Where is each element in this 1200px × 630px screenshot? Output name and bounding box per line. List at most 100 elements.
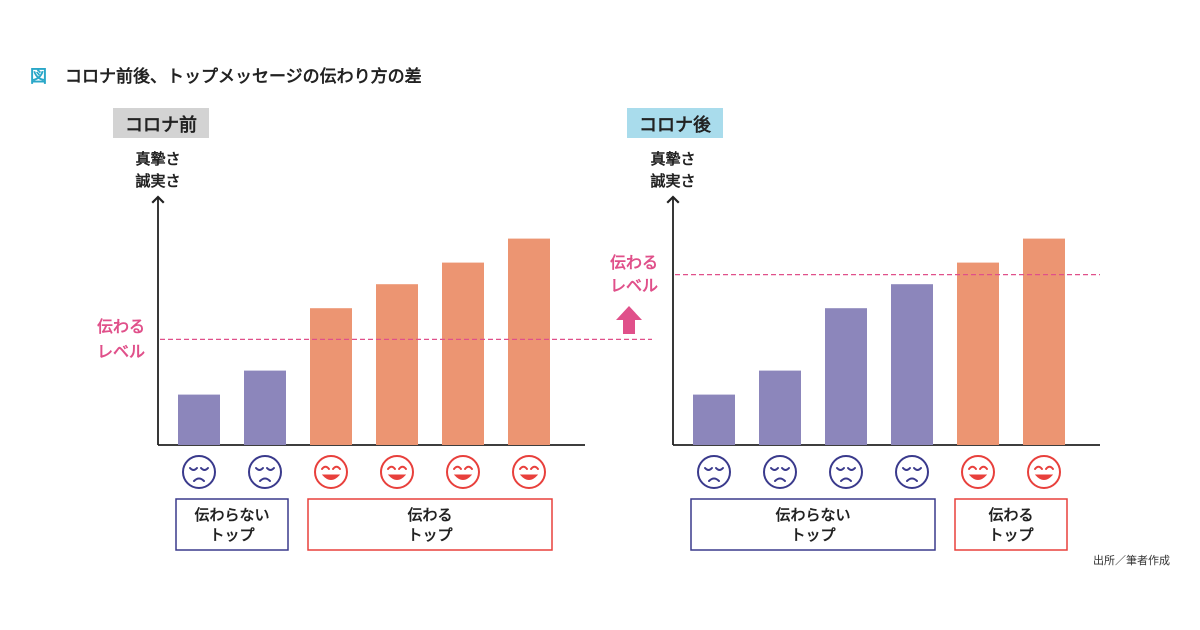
panel-2-face-2-sad	[763, 455, 797, 489]
panel-2-face-3-sad-mouth	[840, 477, 852, 482]
figure-prefix: 図	[30, 67, 47, 87]
panel-2-face-3-sad-outline	[829, 455, 863, 489]
panel-1-face-1-sad-eye-left	[189, 467, 198, 471]
panel-1-face-3-happy	[314, 455, 348, 489]
panel-1-face-4-happy	[380, 455, 414, 489]
panel-2-face-1-sad-eye-left	[704, 467, 713, 471]
panel-1-face-1-sad-mouth	[193, 477, 205, 482]
panel-2-face-6-happy-eye-left	[1034, 465, 1043, 470]
panel-1-face-6-happy-outline	[512, 455, 546, 489]
panel-2-threshold-label-line-2: レベル	[610, 276, 658, 295]
panel-2-face-3-sad-eye-left	[836, 467, 845, 471]
panel-2-threshold-label-line-1: 伝わる	[610, 253, 658, 272]
panel-1-face-1-sad-eye-right	[200, 467, 209, 471]
panel-1-face-5-happy-eye-left	[453, 465, 462, 470]
panel-2-group-label-2-line-2: トップ	[988, 526, 1034, 544]
panel-2-face-5-happy-eye-left	[968, 465, 977, 470]
panel-1-face-2-sad	[248, 455, 282, 489]
panel-1-threshold-label-line-2: レベル	[97, 342, 145, 361]
panel-2-face-5-happy-mouth	[968, 474, 988, 480]
panel-1-label-bg	[113, 108, 209, 138]
panel-1-face-1-sad	[182, 455, 216, 489]
panel-2-face-4-sad	[895, 455, 929, 489]
panel-1-ylabel-line-1: 真摯さ	[135, 150, 180, 168]
panel-1-face-4-happy-eye-left	[387, 465, 396, 470]
panel-1-ylabel-line-2: 誠実さ	[135, 172, 180, 190]
panel-2-face-3-sad	[829, 455, 863, 489]
panel-1-face-2-sad-eye-right	[266, 467, 275, 471]
panel-1-face-6-happy-eye-left	[519, 465, 528, 470]
panel-2-group-box-1	[690, 498, 936, 551]
threshold-rise-arrow	[616, 306, 642, 334]
panel-1-face-6-happy-mouth	[519, 474, 539, 480]
panel-2-face-1-sad-eye-right	[715, 467, 724, 471]
panel-1-face-2-sad-eye-left	[255, 467, 264, 471]
panel-2-bar-4	[891, 284, 933, 445]
panel-2-group-box-2	[954, 498, 1068, 551]
panel-2-face-5-happy-outline	[961, 455, 995, 489]
panel-1-face-3-happy-mouth	[321, 474, 341, 480]
panel-2-label: コロナ後	[639, 114, 712, 136]
panel-2-bar-5	[957, 262, 999, 445]
panel-1-face-5-happy-mouth	[453, 474, 473, 480]
panel-2-face-2-sad-eye-right	[781, 467, 790, 471]
panel-2-face-5-happy-eye-right	[979, 465, 988, 470]
panel-1-bar-6	[508, 238, 550, 445]
panel-1-face-5-happy-eye-right	[464, 465, 473, 470]
panel-2-face-1-sad-outline	[697, 455, 731, 489]
panel-2-face-2-sad-outline	[763, 455, 797, 489]
panel-1-threshold-label-line-1: 伝わる	[97, 317, 145, 336]
panel-2-face-4-sad-mouth	[906, 477, 918, 482]
panel-2-face-1-sad-mouth	[708, 477, 720, 482]
panel-1-bar-3	[310, 308, 352, 445]
panel-1-bar-1	[178, 394, 220, 445]
panel-2-face-6-happy-eye-right	[1045, 465, 1054, 470]
panel-1-face-5-happy	[446, 455, 480, 489]
panel-2-face-6-happy-outline	[1027, 455, 1061, 489]
panel-2-bar-1	[693, 394, 735, 445]
panel-1-bar-5	[442, 262, 484, 445]
panel-1-face-2-sad-outline	[248, 455, 282, 489]
panel-2-group-label-2-line-1: 伝わる	[988, 506, 1033, 524]
panel-2-face-4-sad-outline	[895, 455, 929, 489]
panel-1-face-1-sad-outline	[182, 455, 216, 489]
panel-1-group-label-1-line-1: 伝わらない	[194, 506, 269, 524]
panel-2-face-1-sad	[697, 455, 731, 489]
panel-1-bar-2	[244, 370, 286, 445]
panel-1-face-6-happy-eye-right	[530, 465, 539, 470]
panel-1-face-5-happy-outline	[446, 455, 480, 489]
panel-1-group-box-2	[307, 498, 553, 551]
panel-2-group-label-1-line-1: 伝わらない	[775, 506, 850, 524]
figure-title: コロナ前後、トップメッセージの伝わり方の差	[65, 67, 422, 87]
panel-2-face-2-sad-mouth	[774, 477, 786, 482]
panel-1-face-6-happy	[512, 455, 546, 489]
panel-1-face-4-happy-mouth	[387, 474, 407, 480]
panel-1-face-3-happy-outline	[314, 455, 348, 489]
panel-2-face-2-sad-eye-left	[770, 467, 779, 471]
panel-2-ylabel-line-1: 真摯さ	[650, 150, 695, 168]
panel-1-group-box-1	[175, 498, 289, 551]
panel-2-face-3-sad-eye-right	[847, 467, 856, 471]
panel-2-label-bg	[627, 108, 723, 138]
panel-2-face-6-happy	[1027, 455, 1061, 489]
panel-1-group-label-1-line-2: トップ	[209, 526, 255, 544]
panel-1-label: コロナ前	[125, 114, 197, 136]
panel-2-face-5-happy	[961, 455, 995, 489]
panel-1-bar-4	[376, 284, 418, 445]
panel-1-group-label-2-line-1: 伝わる	[407, 506, 452, 524]
panel-2-bar-2	[759, 370, 801, 445]
figure-title-row: 図コロナ前後、トップメッセージの伝わり方の差	[30, 62, 422, 87]
panel-2-group-label-1-line-2: トップ	[790, 526, 836, 544]
panel-1-face-4-happy-eye-right	[398, 465, 407, 470]
panel-2-bar-6	[1023, 238, 1065, 445]
panel-1-face-3-happy-eye-right	[332, 465, 341, 470]
panel-1-face-2-sad-mouth	[259, 477, 271, 482]
panel-1-face-3-happy-eye-left	[321, 465, 330, 470]
panel-2-face-4-sad-eye-left	[902, 467, 911, 471]
panel-2-bar-3	[825, 308, 867, 445]
panel-2-face-6-happy-mouth	[1034, 474, 1054, 480]
panel-2-face-4-sad-eye-right	[913, 467, 922, 471]
source-note: 出所／筆者作成	[1093, 554, 1170, 567]
